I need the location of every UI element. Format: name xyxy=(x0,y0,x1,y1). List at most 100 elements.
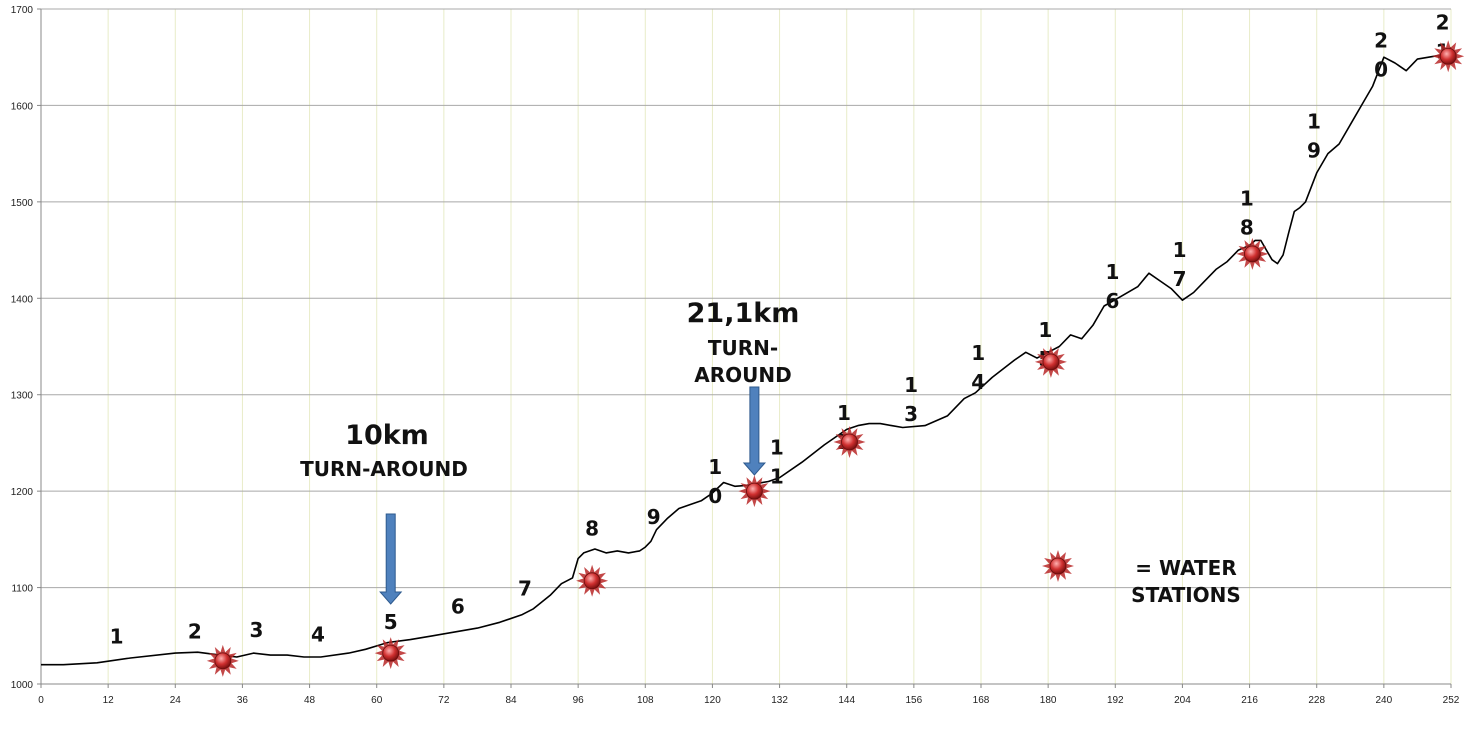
water-station-icon xyxy=(576,564,609,597)
x-tick-label: 216 xyxy=(1241,695,1258,706)
km-marker: 6 xyxy=(451,595,465,619)
km-marker-digit: 9 xyxy=(1307,139,1321,163)
km-marker: 2 xyxy=(188,620,202,644)
x-tick-label: 12 xyxy=(103,695,115,706)
km-markers: 123456789101112131415161718192021 xyxy=(110,10,1450,648)
station-dot xyxy=(841,433,858,451)
elevation-line xyxy=(41,46,1452,666)
km-marker: 5 xyxy=(384,610,398,634)
km-marker-digit: 4 xyxy=(311,623,325,647)
km-marker-digit: 1 xyxy=(1038,318,1052,342)
legend-label-line1: = WATER xyxy=(1135,556,1237,580)
turnaround-21km-label-line2: AROUND xyxy=(694,363,791,387)
km-marker-digit: 3 xyxy=(904,402,918,426)
water-station-icon xyxy=(374,637,407,670)
station-dot xyxy=(745,482,763,500)
km-marker-digit: 4 xyxy=(971,370,985,394)
km-marker: 1 xyxy=(110,625,124,649)
water-station-icon xyxy=(206,644,239,677)
water-station-icon xyxy=(1432,40,1465,73)
station-dot xyxy=(1042,353,1060,371)
station-dot xyxy=(1049,557,1067,575)
legend: = WATER STATIONS xyxy=(1042,550,1241,607)
km-marker-digit: 9 xyxy=(647,505,661,529)
km-marker-digit: 1 xyxy=(708,455,722,479)
y-tick-label: 1000 xyxy=(11,680,34,691)
water-station-icon xyxy=(1034,345,1067,378)
x-tick-label: 72 xyxy=(438,695,450,706)
km-marker: 17 xyxy=(1173,238,1187,291)
km-marker-digit: 6 xyxy=(1106,289,1120,313)
km-marker: 9 xyxy=(647,505,661,529)
arrow-down-icon xyxy=(742,386,766,476)
station-dot xyxy=(583,572,601,590)
x-tick-label: 48 xyxy=(304,695,316,706)
turnaround-10km-annotation: 10km TURN-AROUND xyxy=(300,420,468,605)
arrow-shape xyxy=(742,386,766,476)
km-marker-digit: 8 xyxy=(585,517,599,541)
km-marker: 11 xyxy=(770,436,784,489)
km-marker-digit: 1 xyxy=(1106,260,1120,284)
water-station-legend-icon xyxy=(1042,550,1074,582)
x-tick-label: 0 xyxy=(38,695,44,706)
x-tick-label: 120 xyxy=(704,695,721,706)
km-marker-digit: 7 xyxy=(1173,267,1187,291)
station-dot xyxy=(214,652,232,670)
x-tick-label: 228 xyxy=(1308,695,1325,706)
x-tick-label: 252 xyxy=(1443,695,1460,706)
y-axis-ticks: 1000 1100 1200 1300 1400 1500 1600 1700 xyxy=(11,5,41,691)
km-marker: 4 xyxy=(311,623,325,647)
station-dot xyxy=(1439,47,1457,65)
water-station-icon xyxy=(738,475,771,508)
x-tick-label: 132 xyxy=(771,695,788,706)
water-station-icon xyxy=(1042,550,1074,582)
km-marker-digit: 2 xyxy=(188,620,202,644)
km-marker-digit: 1 xyxy=(904,373,918,397)
km-marker: 10 xyxy=(708,455,722,508)
x-tick-label: 144 xyxy=(838,695,855,706)
km-marker: 20 xyxy=(1374,29,1388,82)
water-stations xyxy=(206,40,1465,677)
km-marker-digit: 1 xyxy=(110,625,124,649)
km-marker-digit: 3 xyxy=(249,618,263,642)
turnaround-21km-label-line1: TURN- xyxy=(708,336,778,360)
y-tick-label: 1100 xyxy=(11,584,33,595)
x-tick-label: 168 xyxy=(973,695,990,706)
km-marker-digit: 1 xyxy=(1307,110,1321,134)
axes xyxy=(40,9,1451,685)
turnaround-10km-label: TURN-AROUND xyxy=(300,457,468,481)
x-tick-label: 96 xyxy=(573,695,585,706)
turnaround-10km-title: 10km xyxy=(345,420,429,451)
y-tick-label: 1600 xyxy=(11,101,34,112)
km-marker-digit: 8 xyxy=(1240,216,1254,240)
x-tick-label: 60 xyxy=(371,695,383,706)
station-dot xyxy=(382,644,400,662)
km-marker-digit: 1 xyxy=(1173,238,1187,262)
x-tick-label: 204 xyxy=(1174,695,1191,706)
turnaround-21km-title: 21,1km xyxy=(687,298,800,329)
km-marker: 7 xyxy=(518,576,532,600)
km-marker-digit: 7 xyxy=(518,576,532,600)
x-tick-label: 108 xyxy=(637,695,654,706)
x-tick-label: 156 xyxy=(906,695,923,706)
km-marker-digit: 1 xyxy=(971,341,985,365)
km-marker-digit: 2 xyxy=(1436,10,1450,34)
x-tick-label: 192 xyxy=(1107,695,1124,706)
arrow-down-icon xyxy=(379,513,403,605)
km-marker: 18 xyxy=(1240,187,1254,240)
x-axis-ticks: 0 12 24 36 48 60 72 84 96 108 120 132 144 156 168 180 19… xyxy=(38,684,1460,706)
km-marker-digit: 1 xyxy=(1240,187,1254,211)
km-marker-digit: 1 xyxy=(770,465,784,489)
arrow-shape xyxy=(379,513,403,605)
y-tick-label: 1300 xyxy=(11,391,34,402)
km-marker-digit: 5 xyxy=(384,610,398,634)
km-marker-digit: 2 xyxy=(1374,29,1388,53)
station-dot xyxy=(1243,245,1261,263)
x-tick-label: 180 xyxy=(1040,695,1057,706)
km-marker: 3 xyxy=(249,618,263,642)
x-tick-label: 84 xyxy=(505,695,517,706)
y-tick-label: 1700 xyxy=(11,5,34,16)
km-marker-digit: 1 xyxy=(837,401,851,425)
km-marker-digit: 0 xyxy=(1374,58,1388,82)
x-tick-label: 36 xyxy=(237,695,249,706)
